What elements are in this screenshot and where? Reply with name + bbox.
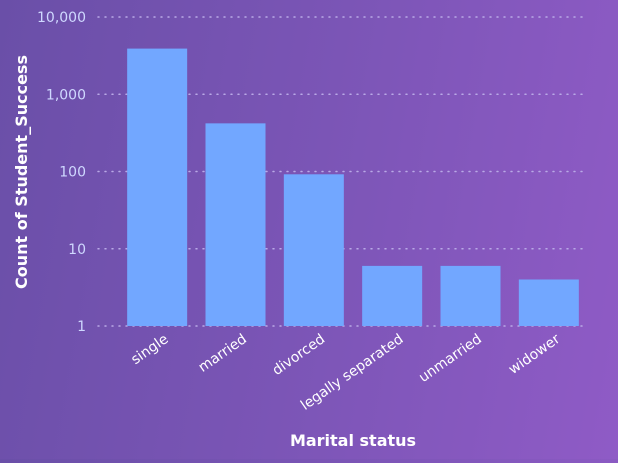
x-tick-label: unmarried bbox=[416, 331, 485, 386]
x-axis-title: Marital status bbox=[290, 431, 416, 450]
y-axis-ticks: 1 10 100 1,000 10,000 bbox=[37, 10, 86, 335]
x-tick-label: divorced bbox=[270, 331, 329, 379]
bar-single bbox=[127, 48, 188, 326]
y-tick-label: 1,000 bbox=[46, 87, 86, 103]
bar-unmarried bbox=[440, 265, 501, 326]
y-tick-label: 100 bbox=[59, 165, 86, 181]
y-tick-label: 10 bbox=[68, 242, 86, 258]
x-tick-label: married bbox=[196, 331, 250, 376]
bar-legally-separated bbox=[362, 265, 423, 326]
y-tick-label: 1 bbox=[77, 319, 86, 335]
bar-widower bbox=[518, 279, 579, 326]
y-axis-title: Count of Student_Success bbox=[12, 55, 31, 289]
bar-divorced bbox=[283, 174, 344, 326]
y-tick-label: 10,000 bbox=[37, 10, 86, 26]
bars bbox=[127, 48, 579, 326]
x-tick-label: widower bbox=[506, 331, 563, 378]
x-tick-label: single bbox=[128, 331, 171, 368]
bar-married bbox=[205, 123, 266, 326]
